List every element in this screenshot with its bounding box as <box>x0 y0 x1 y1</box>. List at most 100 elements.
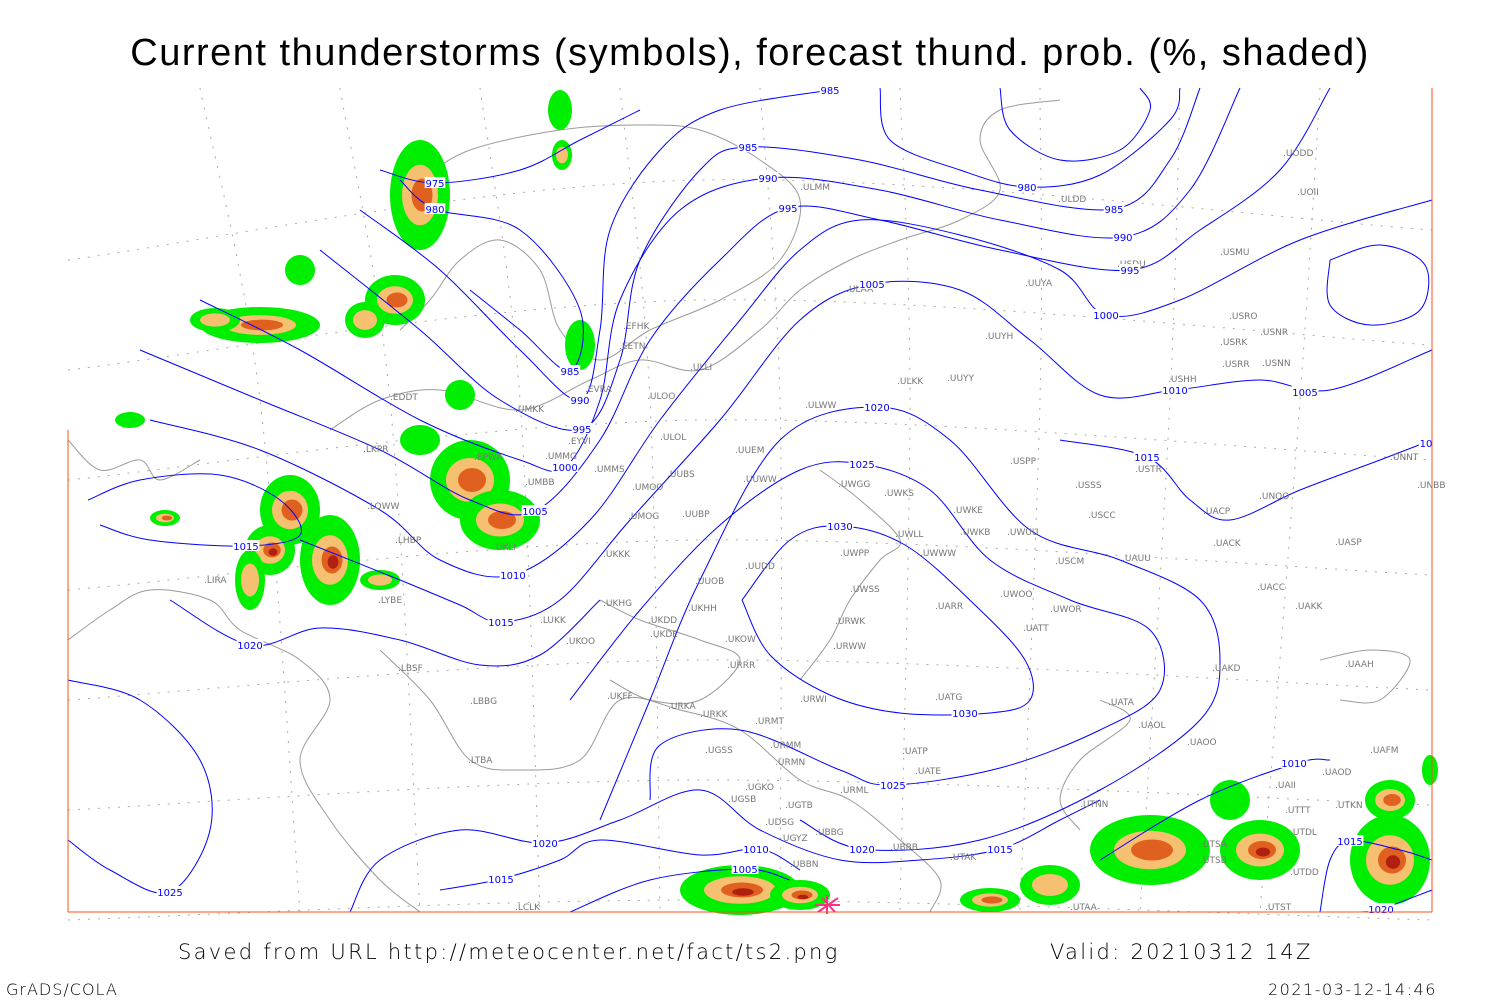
isobar-label: 1015 <box>987 845 1012 856</box>
isobar-label-bg <box>1016 181 1038 192</box>
current-thunderstorm-symbol <box>815 895 840 914</box>
station-label: .ULOL <box>660 433 686 443</box>
isobar-label: 1025 <box>880 781 905 792</box>
parallel-line <box>67 899 1433 921</box>
isobar-label-bg <box>531 837 559 848</box>
probability-area <box>1422 755 1438 785</box>
station-label: .EETN <box>619 342 645 352</box>
isobar-label-bg <box>424 177 446 188</box>
station-label: .URMM <box>770 741 801 751</box>
station-label: .UATE <box>915 767 941 777</box>
station-label: .UTDL <box>1290 828 1317 838</box>
isobar-label-bg <box>1119 264 1141 275</box>
isobar-label-bg <box>521 505 549 516</box>
station-label: .URRR <box>727 661 755 671</box>
isobar-line <box>569 868 791 913</box>
station-label: .UAOL <box>1138 721 1166 731</box>
station-label: .UOII <box>1297 188 1319 198</box>
station-label: .USCC <box>1088 511 1116 521</box>
station-label: .USRK <box>1220 338 1248 348</box>
probability-area <box>1350 815 1430 905</box>
station-label: .USMU <box>1220 248 1250 258</box>
station-label: .UUYA <box>1025 279 1053 289</box>
isobar-label-bg <box>156 886 184 897</box>
software-credit: GrADS/COLA <box>6 980 118 999</box>
isobar-label-bg <box>499 569 527 580</box>
thunderstorm-probability-shading <box>115 90 1438 915</box>
isobar-label: 1020 <box>1368 905 1393 916</box>
isobar-label: 1010 <box>500 571 525 582</box>
station-labels: .ULMM.ULDD.UODD.UOII.USDU.USMU.UUYA.ULAA… <box>204 149 1446 913</box>
isobar-label: 995 <box>778 204 797 215</box>
isobar-label: 1015 <box>1337 837 1362 848</box>
station-label: .URMN <box>775 758 805 768</box>
isobar-line <box>67 679 213 894</box>
coastline <box>379 649 942 913</box>
isobars <box>67 87 1433 913</box>
station-label: .UWKS <box>884 489 914 499</box>
isobar-label-bg <box>232 540 260 551</box>
meridian-line <box>1019 87 1042 913</box>
station-label: .UGKO <box>745 783 774 793</box>
station-label: .UMKK <box>515 405 545 415</box>
isobar-labels: 985 985 975 980 990 995 980 985 990 995 1005 1000 98… <box>156 84 1434 916</box>
isobar-label: 1015 <box>233 542 258 553</box>
isobar-label-bg <box>1133 451 1161 462</box>
isobar-label-bg <box>551 461 579 472</box>
station-label: .UKHH <box>688 604 717 614</box>
isobar-line <box>299 280 1433 623</box>
station-label: .UTKN <box>1335 801 1363 811</box>
station-label: .UNBB <box>1417 481 1446 491</box>
station-label: .UBBG <box>815 828 844 838</box>
station-label: .UUOB <box>695 577 724 587</box>
isobar-label: 985 <box>560 367 579 378</box>
isobar-label: 1000 <box>1093 311 1118 322</box>
station-label: .LOWW <box>367 502 400 512</box>
coastlines <box>67 99 1411 913</box>
isobar-label: 985 <box>738 143 757 154</box>
station-label: .UUDD <box>745 562 775 572</box>
isobar-label: 990 <box>570 396 589 407</box>
station-label: .UDSG <box>765 818 794 828</box>
station-label: .UATT <box>1023 624 1049 634</box>
station-label: .UGTB <box>785 801 813 811</box>
probability-area <box>680 865 800 915</box>
station-label: .UKLI <box>493 543 516 553</box>
parallel-line <box>67 659 1433 701</box>
probability-area <box>115 412 145 428</box>
probability-area <box>565 320 595 370</box>
station-label: .URWK <box>835 617 866 627</box>
station-label: .UGYZ <box>780 834 808 844</box>
coastline <box>1059 699 1131 831</box>
isobar-label-bg <box>986 843 1014 854</box>
isobar-label: 1005 <box>732 865 757 876</box>
isobar-label: 1020 <box>532 839 557 850</box>
station-label: .ULOO <box>647 392 675 402</box>
isobar-label: 985 <box>820 86 839 97</box>
isobar-line <box>1326 244 1430 326</box>
station-label: .UWSS <box>850 585 880 595</box>
isobar-label-bg <box>1367 903 1395 914</box>
station-label: .URWW <box>833 642 866 652</box>
station-label: .UWOR <box>1050 605 1082 615</box>
isobar-line <box>199 87 1241 472</box>
station-label: .UWKB <box>960 528 990 538</box>
parallel-line <box>67 419 1433 481</box>
station-label: .UWGG <box>838 480 870 490</box>
coastline <box>329 99 1061 431</box>
station-label: .ULDD <box>1058 195 1086 205</box>
isobar-label: 980 <box>425 205 444 216</box>
station-label: .UTSB <box>1200 856 1227 866</box>
station-label: .UKOW <box>725 635 756 645</box>
station-label: .USSS <box>1075 481 1102 491</box>
isobar-line <box>319 87 1201 431</box>
station-label: .LBSF <box>398 664 423 674</box>
station-label: .UUWW <box>743 475 777 485</box>
isobar-label: 1020 <box>864 403 889 414</box>
station-label: .UTAA <box>1070 903 1098 913</box>
station-label: .UTSA <box>1200 840 1228 850</box>
isobar-label-bg <box>819 84 841 95</box>
station-label: .UAII <box>1275 781 1296 791</box>
station-label: .UBBB <box>890 843 918 853</box>
station-label: .UAKD <box>1212 664 1241 674</box>
